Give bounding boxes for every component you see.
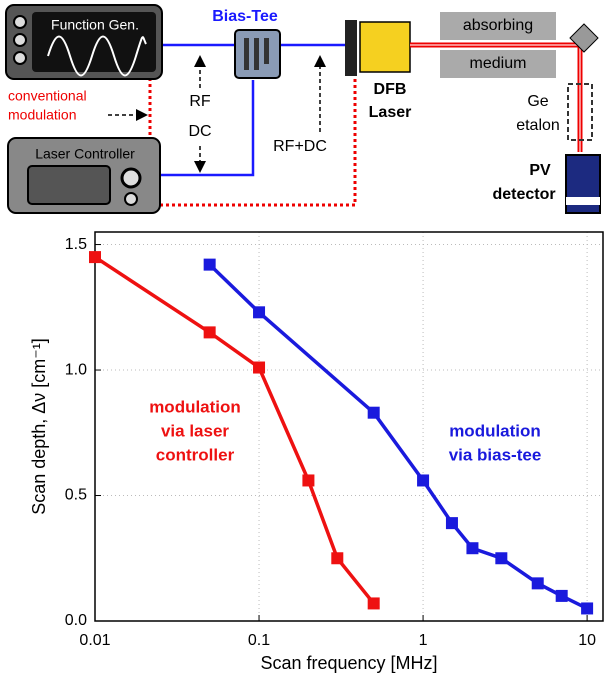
data-point xyxy=(466,542,479,555)
y-tick-label: 0.0 xyxy=(65,612,87,629)
y-tick-label: 1.0 xyxy=(65,361,87,378)
data-point xyxy=(417,474,430,487)
data-point xyxy=(495,552,508,565)
data-point xyxy=(555,589,568,602)
dfb-label: DFB xyxy=(374,81,407,98)
bias-tee-label: Bias-Tee xyxy=(212,8,278,25)
data-point xyxy=(445,517,458,530)
etalon-label: Ge xyxy=(527,93,548,110)
data-point xyxy=(531,577,544,590)
rf-label: RF xyxy=(189,93,211,110)
x-tick-label: 0.01 xyxy=(79,632,110,649)
setup-diagram: Function Gen. Bias-Tee RF DC RF+DC conve… xyxy=(5,4,601,214)
series-line xyxy=(208,263,588,611)
series-line xyxy=(94,255,376,605)
data-point xyxy=(253,306,266,319)
laser-controller-label: Laser Controller xyxy=(35,146,135,162)
medium-label: medium xyxy=(470,55,527,72)
pv-label: detector xyxy=(492,186,555,203)
dfb-label: Laser xyxy=(369,104,412,121)
plot-frame xyxy=(94,231,604,622)
y-axis-label: Scan depth, Δν [cm⁻¹] xyxy=(29,338,49,515)
data-point xyxy=(203,258,216,271)
conventional-label: modulation xyxy=(8,107,77,123)
x-tick-label: 1 xyxy=(419,632,428,649)
annotation: modulation xyxy=(149,397,241,416)
data-point xyxy=(253,361,266,374)
pv-label: PV xyxy=(529,162,551,179)
data-point xyxy=(581,602,594,615)
plot: 0.0 0.5 1.0 1.5 0.01 0.1 1 10 Scan frequency [MH… xyxy=(29,231,604,673)
data-point xyxy=(367,597,380,610)
x-axis-label: Scan frequency [MHz] xyxy=(260,653,437,673)
function-gen-label: Function Gen. xyxy=(51,17,139,33)
x-tick-label: 0.1 xyxy=(248,632,270,649)
x-tick-label: 10 xyxy=(578,632,596,649)
annotation: controller xyxy=(156,445,235,464)
y-tick-label: 0.5 xyxy=(65,487,87,504)
y-tick-label: 1.5 xyxy=(65,236,87,253)
data-point xyxy=(203,326,216,339)
data-point xyxy=(302,474,315,487)
etalon-label: etalon xyxy=(516,117,560,134)
data-point xyxy=(367,406,380,419)
annotation: via laser xyxy=(161,421,229,440)
dc-label: DC xyxy=(188,123,211,140)
data-point xyxy=(89,251,101,264)
rf-dc-label: RF+DC xyxy=(273,138,327,155)
absorbing-label: absorbing xyxy=(463,17,533,34)
annotation: modulation xyxy=(449,421,541,440)
data-point xyxy=(331,552,344,565)
conventional-label: conventional xyxy=(8,88,87,104)
annotation: via bias-tee xyxy=(449,445,542,464)
